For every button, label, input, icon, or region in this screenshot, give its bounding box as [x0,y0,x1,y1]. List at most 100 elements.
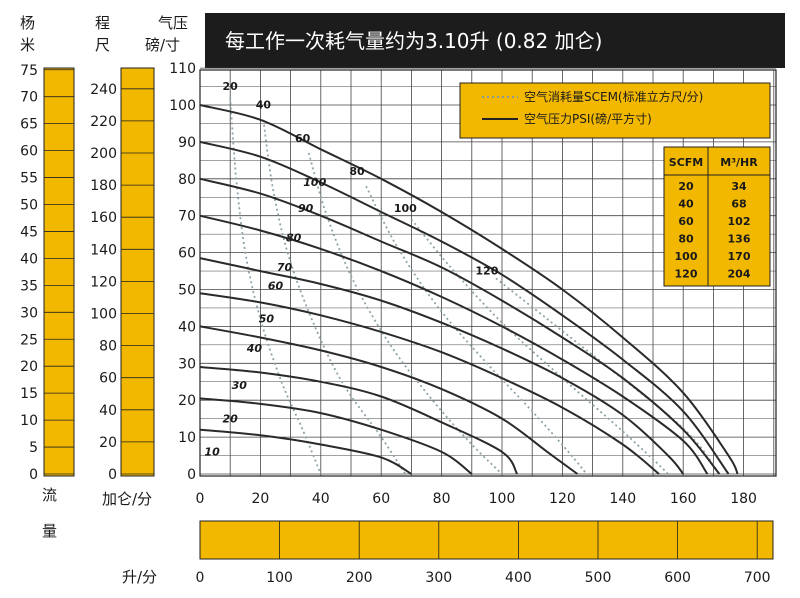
head-ft-tick-label: 140 [90,242,117,258]
head-ft-tick-label: 220 [90,114,117,130]
scfm-curve-label: 100 [394,202,417,215]
table-frame [663,146,771,287]
legend-psi-label: 空气压力PSI(磅/平方寸) [524,111,652,126]
head-m-bar [43,67,75,477]
lpm-tick-label: 700 [744,570,771,586]
gpm-tick-label: 80 [433,491,451,507]
head-ft-tick-label: 80 [99,339,117,355]
table-cell: 136 [728,233,751,246]
head-ft-tick-label: 160 [90,210,117,226]
psi-tick-label: 110 [169,61,196,77]
head-ft-tick-label: 40 [99,403,117,419]
table-cell: 60 [678,215,694,228]
psi-tick-label: 60 [178,246,196,262]
table-cell: 20 [678,180,694,193]
head-ft-line-2: 尺 [95,36,110,54]
pressure-curve-label: 100 [303,176,326,189]
pressure-curve-label: 40 [246,342,263,355]
head-ft-tick-label: 240 [90,82,117,98]
head-ft-tick-label: 200 [90,146,117,162]
psi-tick-label: 80 [178,172,196,188]
scfm-curve-40 [262,119,407,475]
pressure-curve-80 [199,177,721,475]
lpm-tick-label: 500 [585,570,612,586]
head-psi-line-2: 磅/寸 [145,36,180,54]
chart-title: 每工作一次耗气量约为3.10升 (0.82 加仑) [225,29,602,53]
scfm-curve-label: 20 [223,80,239,93]
gpm-tick-label: 180 [730,491,757,507]
pressure-curve-90 [199,140,730,475]
table-cell: 102 [728,215,751,228]
psi-tick-label: 50 [178,283,196,299]
head-ft-tick-label: 0 [108,467,117,483]
pressure-curve-40 [199,325,579,475]
head-m-tick-label: 75 [20,63,38,79]
scfm-curve-label: 80 [349,165,365,178]
pressure-curve-label: 70 [277,261,293,274]
plot-frame [199,69,777,477]
table-cell: 100 [675,250,698,263]
gpm-tick-label: 20 [251,491,269,507]
head-m-tick-label: 10 [20,413,38,429]
table-cell: 68 [731,198,746,211]
psi-tick-label: 90 [178,135,196,151]
gpm-tick-label: 0 [196,491,205,507]
title-bar [205,13,785,68]
head-m-line-1: 杨 [20,14,35,32]
head-m-tick-label: 25 [20,332,38,348]
head-ft-tick-label: 20 [99,435,117,451]
scfm-curve-label: 120 [475,265,498,278]
head-psi-line-1: 气压 [158,14,188,32]
head-ft-line-1: 程 [95,14,110,32]
table-cell: 34 [731,180,747,193]
pressure-curve-100 [199,104,739,475]
pressure-curve-label: 20 [223,412,239,425]
lpm-tick-label: 200 [346,570,373,586]
pressure-curve-label: 50 [259,313,275,326]
head-m-tick-label: 45 [20,224,38,240]
legend-box [459,82,771,139]
head-m-tick-label: 55 [20,171,38,187]
gpm-scale: 0 20 40 60 80 100 120 140 160 180 [196,491,757,507]
pressure-curve-60 [199,257,684,475]
pressure-curve-label: 80 [286,232,302,245]
pressure-curve-70 [199,214,709,475]
head-ft-tick-label: 180 [90,178,117,194]
lpm-tick-label: 300 [425,570,452,586]
gpm-tick-label: 100 [489,491,516,507]
gpm-tick-label: 120 [549,491,576,507]
psi-tick-label: 0 [187,467,196,483]
scfm-curve-100 [410,218,669,475]
head-m-tick-label: 35 [20,278,38,294]
head-m-tick-label: 60 [20,144,38,160]
flow-label-2: 量 [42,522,57,540]
gpm-tick-label: 60 [372,491,390,507]
pressure-curve-label: 60 [268,280,284,293]
head-m-tick-label: 20 [20,359,38,375]
table-cell: 120 [675,268,698,281]
scfm-curve-60 [307,152,503,475]
table-header: M³/HR [720,156,758,169]
head-m-scale: 0 5 10 15 20 25 30 35 40 45 50 55 60 65 70 75 [20,63,74,483]
head-m-tick-label: 0 [29,467,38,483]
scfm-conversion-table: SCFM M³/HR 20 34 40 68 60 102 80 136 100 170 120 204 [663,146,771,287]
psi-tick-label: 30 [178,356,196,372]
pressure-curve-label: 90 [298,202,314,215]
scfm-curve-20 [229,97,322,475]
head-m-line-2: 米 [20,36,35,54]
pressure-curve-10 [199,428,412,475]
lpm-unit-label: 升/分 [122,568,157,586]
psi-tick-label: 70 [178,209,196,225]
scfm-curves [229,97,721,475]
head-ft-tick-label: 60 [99,371,117,387]
table-cell: 40 [678,198,694,211]
lpm-tick-label: 600 [664,570,691,586]
head-ft-tick-label: 100 [90,307,117,323]
head-m-tick-label: 15 [20,386,38,402]
curve-labels: 20 40 60 80 100 120 10 20 30 40 50 60 70 80 90 100 [204,80,498,458]
head-ft-scale: 0 20 40 60 80 100 120 140 160 180 200 220 240 [90,82,154,483]
gpm-unit-label: 加仑/分 [102,490,152,508]
head-ft-bar [120,67,155,477]
table-cell: 80 [678,233,694,246]
